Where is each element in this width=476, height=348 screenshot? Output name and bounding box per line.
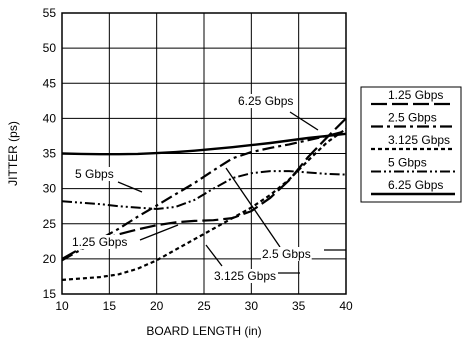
y-axis-label: JITTER (ps) [6, 121, 20, 186]
series-line-6-25-gbps [61, 132, 347, 156]
annotation-bg [237, 94, 295, 108]
legend: 1.25 Gbps 2.5 Gbps 3.125 Gbps 5 Gbps 6.25 Gb… [360, 86, 462, 203]
x-tick-label: 10 [55, 299, 69, 313]
annotation-leader [225, 167, 281, 248]
y-tick-label: 50 [43, 41, 57, 55]
y-tick-label: 15 [43, 287, 57, 301]
y-tick-label: 45 [43, 76, 57, 90]
x-tick-label: 35 [292, 299, 306, 313]
x-tick-label: 20 [150, 299, 164, 313]
legend-box [360, 86, 462, 203]
annotation-bg [261, 247, 312, 261]
curve-annotations: 6.25 Gbps 5 Gbps 1.25 Gbps 2.5 Gbps 3.125 Gb… [71, 94, 346, 283]
legend-label: 5 Gbps [388, 156, 427, 170]
series-line-5-gbps [61, 170, 347, 210]
x-tick-label: 25 [197, 299, 211, 313]
legend-label: 6.25 Gbps [388, 178, 443, 192]
y-tick-labels: 15 20 25 30 35 40 45 50 55 [43, 6, 57, 301]
annotation-label: 6.25 Gbps [238, 94, 293, 108]
annotation-label: 1.25 Gbps [72, 235, 127, 249]
x-tick-label: 40 [339, 299, 353, 313]
annotation-label: 3.125 Gbps [214, 269, 276, 283]
x-tick-label: 30 [245, 299, 259, 313]
y-tick-label: 30 [43, 182, 57, 196]
y-tick-label: 20 [43, 252, 57, 266]
y-tick-label: 35 [43, 147, 57, 161]
annotation-label: 2.5 Gbps [262, 247, 311, 261]
annotation-bg [213, 269, 278, 283]
annotation-leader [205, 244, 223, 267]
legend-label: 2.5 Gbps [388, 111, 437, 125]
legend-label: 3.125 Gbps [388, 133, 450, 147]
y-tick-label: 40 [43, 111, 57, 125]
y-tick-label: 55 [43, 6, 57, 20]
annotation-label: 5 Gbps [75, 167, 114, 181]
x-axis-label: BOARD LENGTH (in) [146, 324, 261, 338]
annotation-leader [117, 181, 143, 193]
annotation-bg [74, 167, 115, 181]
series-line-2-5-gbps [61, 129, 347, 262]
plot-frame [61, 12, 347, 295]
annotation-bg [71, 235, 129, 249]
y-tick-label: 25 [43, 217, 57, 231]
annotation-leader [139, 224, 179, 241]
legend-label: 1.25 Gbps [388, 88, 443, 102]
x-tick-labels: 10 15 20 25 30 35 40 [55, 299, 353, 313]
annotation-leader [289, 111, 319, 131]
x-tick-label: 15 [103, 299, 117, 313]
